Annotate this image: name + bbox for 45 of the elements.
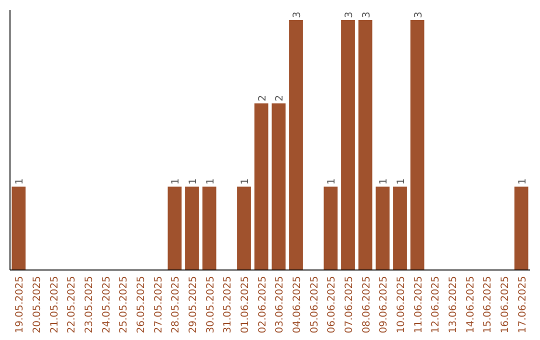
x-tick-label: 21.05.2025 xyxy=(49,276,60,334)
x-tick-label: 06.06.2025 xyxy=(326,276,338,334)
x-tick-label: 22.05.2025 xyxy=(66,276,78,334)
x-tick-label: 29.05.2025 xyxy=(188,276,199,334)
data-label: 3 xyxy=(361,12,372,18)
x-tick-label: 28.05.2025 xyxy=(170,276,182,334)
data-label: 1 xyxy=(240,178,251,185)
x-tick-label: 11.06.2025 xyxy=(413,276,424,334)
data-label: 3 xyxy=(344,12,355,18)
data-label: 1 xyxy=(326,178,338,185)
x-tick-label: 14.06.2025 xyxy=(465,276,476,334)
x-tick-label: 27.05.2025 xyxy=(153,276,164,334)
data-label: 2 xyxy=(257,94,268,102)
data-label: 1 xyxy=(170,178,182,185)
x-tick-label: 19.05.2025 xyxy=(14,276,26,334)
data-label: 1 xyxy=(205,178,216,185)
x-tick-label: 24.05.2025 xyxy=(101,276,112,334)
x-tick-label: 13.06.2025 xyxy=(448,276,459,334)
x-tick-label: 23.05.2025 xyxy=(84,276,95,334)
data-label: 3 xyxy=(413,12,424,18)
x-tick-label: 02.06.2025 xyxy=(257,276,268,334)
x-tick-label: 09.06.2025 xyxy=(378,276,390,334)
data-label: 1 xyxy=(517,178,528,185)
data-label: 1 xyxy=(396,178,407,185)
x-tick-label: 03.06.2025 xyxy=(274,276,286,334)
x-tick-label: 26.05.2025 xyxy=(136,276,147,334)
x-tick-label: 31.05.2025 xyxy=(222,276,234,334)
x-tick-label: 01.06.2025 xyxy=(240,276,251,334)
data-label: 1 xyxy=(378,178,390,185)
x-tick-label: 16.06.2025 xyxy=(500,276,511,334)
x-tick-label: 17.06.2025 xyxy=(517,276,528,334)
x-tick-label: 05.06.2025 xyxy=(309,276,320,334)
data-label: 2 xyxy=(274,94,286,102)
x-tick-label: 25.05.2025 xyxy=(118,276,130,334)
x-tick-label: 08.06.2025 xyxy=(361,276,372,334)
x-tick-label: 15.06.2025 xyxy=(482,276,494,334)
data-label: 1 xyxy=(14,178,26,185)
data-label: 3 xyxy=(292,12,303,18)
x-tick-label: 10.06.2025 xyxy=(396,276,407,334)
x-tick-label: 07.06.2025 xyxy=(344,276,355,334)
x-tick-label: 20.05.2025 xyxy=(32,276,43,334)
data-label: 1 xyxy=(188,178,199,185)
x-tick-label: 04.06.2025 xyxy=(292,276,303,334)
x-tick-label: 12.06.2025 xyxy=(430,276,442,334)
x-tick-label: 30.05.2025 xyxy=(205,276,216,334)
